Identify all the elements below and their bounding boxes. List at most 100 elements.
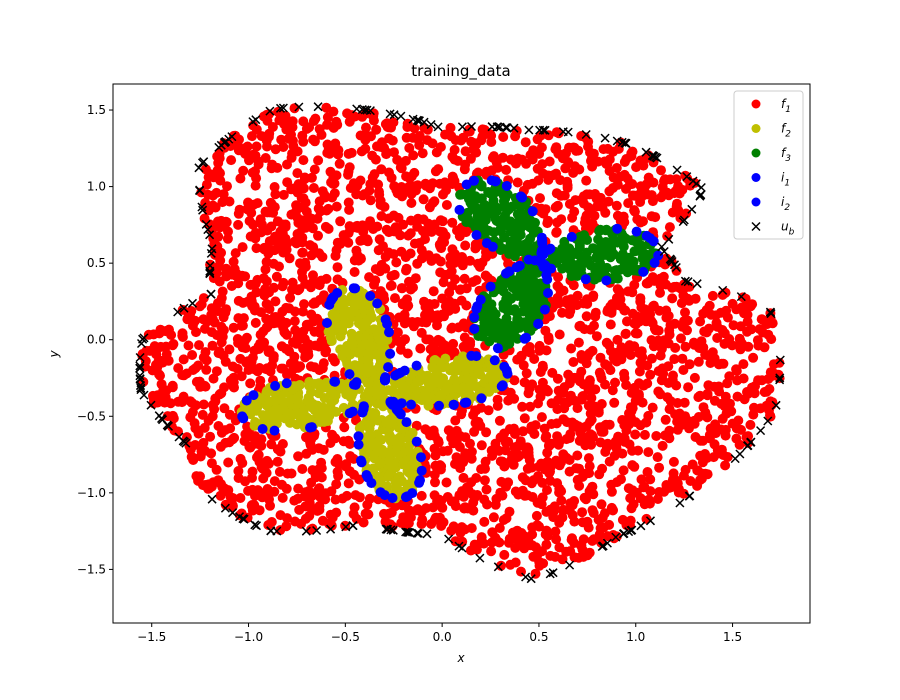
f1-point bbox=[249, 345, 260, 356]
f3-point bbox=[603, 249, 614, 260]
f1-point bbox=[641, 513, 652, 524]
f1-point bbox=[344, 204, 355, 215]
i1-point bbox=[406, 399, 417, 410]
f1-point bbox=[220, 437, 231, 448]
ub-marker bbox=[381, 524, 391, 534]
f1-point bbox=[678, 470, 689, 481]
f1-point bbox=[343, 228, 354, 239]
f1-point bbox=[653, 335, 664, 346]
f1-point bbox=[349, 502, 360, 513]
f3-point bbox=[612, 273, 623, 284]
f1-point bbox=[330, 433, 341, 444]
f1-point bbox=[287, 122, 298, 133]
f1-point bbox=[307, 223, 318, 234]
ub-marker bbox=[272, 526, 282, 536]
ub-marker bbox=[220, 503, 230, 513]
ub-marker bbox=[312, 525, 322, 536]
f1-point bbox=[284, 253, 295, 264]
f1-point bbox=[164, 324, 174, 335]
f2-point bbox=[345, 392, 356, 403]
f1-point bbox=[709, 395, 720, 406]
f1-point bbox=[254, 456, 265, 467]
f1-point bbox=[556, 486, 567, 497]
series-ub bbox=[135, 102, 785, 584]
f1-point bbox=[761, 386, 772, 397]
f1-point bbox=[446, 432, 457, 443]
ub-marker bbox=[736, 292, 746, 302]
f1-point bbox=[709, 381, 720, 392]
ub-marker bbox=[682, 172, 692, 182]
f1-point bbox=[343, 478, 354, 489]
f1-point bbox=[590, 189, 601, 199]
f2-point bbox=[383, 385, 394, 396]
f1-point bbox=[466, 523, 477, 534]
f1-point bbox=[313, 155, 324, 166]
f1-point bbox=[196, 446, 207, 457]
f1-point bbox=[284, 303, 295, 314]
ub-marker bbox=[135, 371, 145, 381]
ub-marker bbox=[203, 225, 213, 235]
f1-point bbox=[238, 297, 248, 308]
i1-point bbox=[356, 457, 367, 468]
i1-point bbox=[401, 417, 412, 428]
ub-marker bbox=[135, 363, 145, 373]
f1-point bbox=[655, 350, 666, 361]
f1-point bbox=[460, 240, 471, 251]
f1-point bbox=[272, 162, 283, 173]
i2-point bbox=[580, 274, 591, 285]
f1-point bbox=[343, 237, 354, 248]
f1-point bbox=[498, 132, 509, 142]
f3-point bbox=[608, 238, 619, 249]
ub-marker bbox=[502, 123, 512, 133]
f3-point bbox=[600, 238, 611, 249]
f1-point bbox=[647, 402, 658, 413]
f1-point bbox=[521, 344, 532, 355]
f1-point bbox=[345, 451, 356, 462]
f1-point bbox=[343, 166, 354, 177]
f1-point bbox=[736, 302, 747, 313]
f2-point bbox=[394, 437, 405, 448]
f1-point bbox=[430, 477, 440, 488]
i1-point bbox=[379, 374, 390, 385]
i2-point bbox=[539, 304, 550, 315]
f1-point bbox=[186, 397, 197, 408]
f1-point bbox=[270, 189, 281, 200]
f1-point bbox=[320, 494, 331, 505]
f1-point bbox=[469, 493, 480, 503]
f1-point bbox=[573, 145, 584, 156]
f1-point bbox=[654, 462, 665, 473]
f2-point bbox=[386, 467, 397, 478]
ub-marker bbox=[135, 352, 145, 363]
i1-point bbox=[497, 380, 508, 391]
f1-point bbox=[763, 329, 774, 340]
f3-point bbox=[471, 193, 482, 204]
ub-marker bbox=[205, 266, 215, 276]
f1-point bbox=[533, 398, 543, 409]
f1-point bbox=[639, 429, 650, 440]
f1-point bbox=[309, 164, 320, 175]
f1-point bbox=[168, 339, 179, 349]
f1-point bbox=[473, 416, 484, 427]
f1-point bbox=[417, 226, 428, 236]
f1-point bbox=[718, 450, 729, 460]
i2-point bbox=[517, 192, 528, 203]
ub-marker bbox=[138, 334, 148, 344]
f1-point bbox=[552, 292, 563, 303]
f1-point bbox=[655, 287, 665, 298]
f2-point bbox=[449, 374, 460, 385]
i1-point bbox=[434, 400, 444, 411]
f1-point bbox=[250, 278, 261, 289]
f1-point bbox=[309, 136, 320, 147]
f1-point bbox=[246, 291, 257, 302]
i2-point bbox=[469, 175, 479, 186]
f1-point bbox=[417, 148, 428, 159]
f1-point bbox=[518, 426, 529, 437]
f1-point bbox=[513, 440, 524, 451]
f2-point bbox=[250, 399, 261, 410]
f1-point bbox=[612, 477, 622, 488]
ub-marker bbox=[611, 532, 621, 542]
f1-point bbox=[690, 293, 701, 304]
f1-point bbox=[373, 179, 384, 190]
ub-marker bbox=[239, 514, 249, 524]
